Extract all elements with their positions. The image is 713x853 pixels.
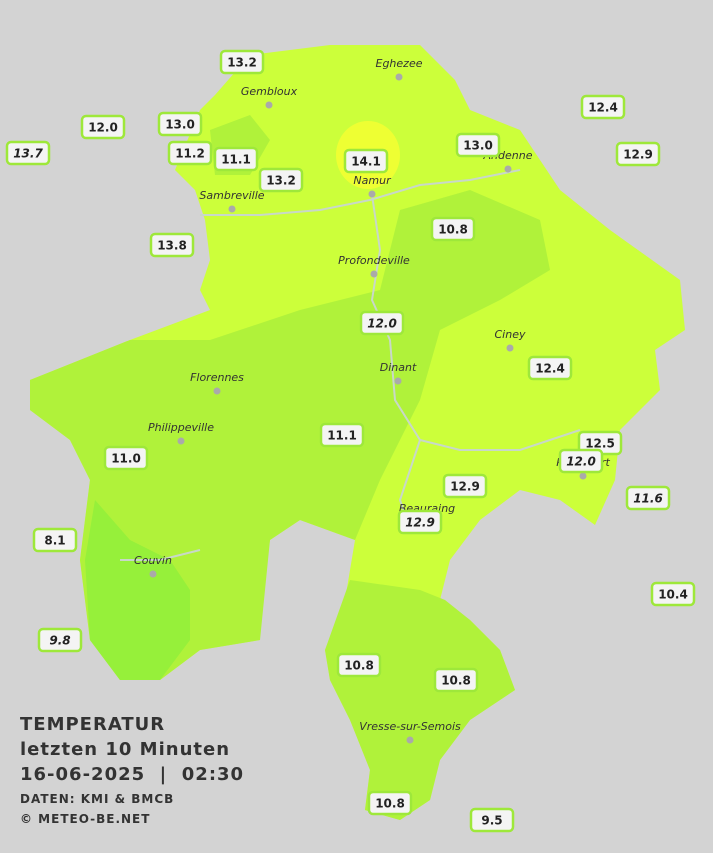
station-temp: 10.8	[375, 797, 405, 811]
city-label: Profondeville	[338, 254, 410, 267]
legend-source: DATEN: KMI & BMCB	[20, 792, 174, 806]
station-box	[336, 652, 382, 678]
station-box	[397, 509, 443, 535]
station-temp: 10.8	[438, 223, 468, 237]
station-temp: 9.8	[49, 634, 70, 648]
city-dot	[213, 387, 221, 395]
legend-subtitle: letzten 10 Minuten	[20, 739, 230, 760]
station-box	[219, 49, 265, 75]
station-box	[80, 114, 126, 140]
station-temp: 11.2	[175, 147, 205, 161]
station-temp: 9.5	[481, 814, 502, 828]
city-dot	[579, 472, 587, 480]
station-temp: 13.8	[157, 239, 187, 253]
city-dot	[406, 736, 414, 744]
station-temp: 12.9	[450, 480, 480, 494]
city-label: Eghezee	[376, 57, 423, 70]
station-box	[558, 448, 604, 474]
coldest-zone	[85, 500, 190, 680]
station-temp: 13.0	[165, 118, 195, 132]
station-box	[469, 807, 515, 833]
station-temp: 13.7	[13, 147, 43, 161]
station-box	[157, 111, 203, 137]
city-label: Ciney	[495, 328, 526, 341]
station-temp: 12.0	[88, 121, 118, 135]
river	[120, 169, 581, 561]
station-box	[430, 216, 476, 242]
station-temp: 11.1	[327, 429, 357, 443]
station-temp: 12.4	[535, 362, 565, 376]
station-temp: 11.1	[221, 153, 251, 167]
station-box	[103, 445, 149, 471]
city-label: Couvin	[134, 554, 172, 567]
station-box	[149, 232, 195, 258]
station-box	[343, 148, 389, 174]
station-box	[615, 141, 661, 167]
city-dot	[368, 190, 376, 198]
station-temp: 10.8	[344, 659, 374, 673]
station-box	[580, 94, 626, 120]
city-dot	[370, 270, 378, 278]
station-box	[258, 167, 304, 193]
legend-title: TEMPERATUR	[20, 714, 165, 735]
city-dot	[149, 570, 157, 578]
station-box	[367, 790, 413, 816]
station-temp: 13.0	[463, 139, 493, 153]
station-box	[319, 422, 365, 448]
city-label: Gembloux	[241, 85, 298, 98]
station-box	[527, 355, 573, 381]
city-label: Philippeville	[148, 421, 214, 434]
station-temp: 11.0	[111, 452, 141, 466]
station-box	[37, 627, 83, 653]
station-temp: 12.9	[405, 516, 435, 530]
station-box	[213, 146, 259, 172]
city-dot	[394, 377, 402, 385]
city-label: Namur	[353, 174, 392, 187]
city-label: Florennes	[190, 371, 244, 384]
station-temp: 10.8	[441, 674, 471, 688]
station-temp: 12.0	[367, 317, 397, 331]
station-temp: 12.0	[566, 455, 596, 469]
city-dot	[265, 101, 273, 109]
station-temp: 14.1	[351, 155, 381, 169]
city-label: Sambreville	[199, 189, 264, 202]
legend-copyright: © METEO-BE.NET	[20, 812, 150, 826]
city-dot	[395, 73, 403, 81]
city-label: Vresse-sur-Semois	[359, 720, 461, 733]
city-dot	[506, 344, 514, 352]
station-temp: 13.2	[266, 174, 296, 188]
station-box	[167, 140, 213, 166]
station-temp: 10.4	[658, 588, 688, 602]
cool-zone	[325, 580, 515, 820]
station-temp: 13.2	[227, 56, 257, 70]
station-temp: 12.4	[588, 101, 618, 115]
station-temp: 12.5	[585, 437, 615, 451]
station-temp: 12.9	[623, 148, 653, 162]
city-dot	[177, 437, 185, 445]
station-box	[625, 485, 671, 511]
station-box	[455, 132, 501, 158]
station-box	[32, 527, 78, 553]
station-box	[433, 667, 479, 693]
city-dot	[228, 205, 236, 213]
city-label: Dinant	[380, 361, 417, 374]
station-box	[442, 473, 488, 499]
station-temp: 11.6	[633, 492, 663, 506]
station-box	[5, 140, 51, 166]
city-dot	[504, 165, 512, 173]
station-box	[650, 581, 696, 607]
station-box	[359, 310, 405, 336]
legend-datetime: 16-06-2025 | 02:30	[20, 764, 244, 785]
station-temp: 8.1	[44, 534, 65, 548]
legend: TEMPERATUR letzten 10 Minuten 16-06-2025…	[20, 714, 244, 826]
